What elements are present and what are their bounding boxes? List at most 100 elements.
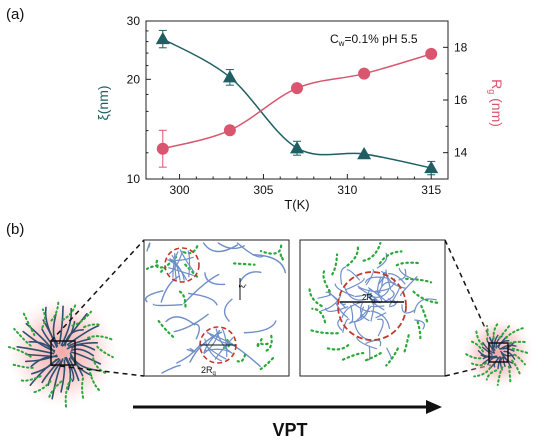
dangling-chain bbox=[259, 338, 273, 346]
network-chain bbox=[193, 323, 201, 340]
y-axis-right-label: Rg (nm) bbox=[487, 79, 505, 127]
network-chain bbox=[335, 302, 349, 318]
network-chain bbox=[327, 290, 346, 306]
coil-chain bbox=[166, 256, 194, 262]
x-tick-label: 310 bbox=[337, 183, 357, 197]
network-chain bbox=[217, 242, 245, 250]
vpt-label: VPT bbox=[272, 420, 307, 440]
polymer-chain bbox=[502, 347, 515, 352]
network-chain bbox=[370, 305, 385, 308]
zoom-box-collapsed: 2Rg bbox=[299, 239, 446, 377]
network-chain bbox=[359, 302, 370, 322]
network-chain bbox=[236, 242, 264, 258]
vpt-transition-arrow: VPT bbox=[133, 400, 442, 440]
y-left-tick-label: 10 bbox=[127, 172, 141, 186]
dangling-chain bbox=[498, 324, 511, 339]
y-right-tick-label: 14 bbox=[454, 146, 468, 160]
coil-chain bbox=[215, 328, 232, 353]
network-chain bbox=[367, 287, 388, 303]
coil-chain bbox=[179, 249, 195, 273]
dangling-chain bbox=[402, 334, 410, 355]
network-chain bbox=[165, 316, 196, 326]
data-point-rg bbox=[223, 124, 236, 137]
panel-a-label: (a) bbox=[6, 6, 24, 23]
network-chain bbox=[357, 285, 381, 294]
dangling-chain bbox=[81, 377, 85, 401]
rg-circle bbox=[337, 271, 407, 341]
polymer-chain bbox=[52, 313, 59, 345]
zoom-box-swollen-network bbox=[144, 242, 287, 374]
dangling-chain bbox=[47, 380, 63, 401]
network-chain bbox=[341, 301, 362, 319]
data-point-rg bbox=[156, 142, 169, 155]
polymer-chain bbox=[22, 330, 56, 352]
polymer-chain bbox=[60, 359, 66, 393]
network-chain bbox=[160, 275, 180, 303]
dangling-chain bbox=[61, 302, 77, 321]
dangling-chain bbox=[362, 241, 382, 262]
dangling-chain bbox=[19, 375, 42, 382]
data-point-xi bbox=[424, 160, 439, 174]
polymer-chain bbox=[497, 356, 502, 370]
dangling-chain bbox=[259, 244, 283, 255]
network-chain bbox=[325, 306, 349, 313]
dangling-chain bbox=[475, 329, 484, 346]
dangling-chain bbox=[473, 366, 492, 378]
network-chain bbox=[176, 344, 201, 364]
coil-chain bbox=[203, 330, 220, 354]
polymer-chain bbox=[68, 357, 80, 382]
coil-chain bbox=[204, 338, 222, 362]
network-chain bbox=[401, 304, 416, 314]
collapsed-microgel bbox=[462, 317, 534, 389]
dangling-chain bbox=[87, 335, 113, 341]
dangling-chain bbox=[176, 289, 187, 308]
network-chain bbox=[358, 287, 378, 301]
dangling-chain bbox=[496, 366, 504, 386]
dangling-chain bbox=[157, 319, 177, 341]
xi-mark: ξ bbox=[238, 284, 247, 288]
x-axis-label: T(K) bbox=[284, 197, 309, 212]
data-point-rg bbox=[425, 47, 438, 60]
dangling-chain bbox=[405, 277, 433, 284]
chart-annotation: Cw=0.1% pH 5.5 bbox=[330, 32, 418, 48]
polymer-chain bbox=[41, 328, 55, 348]
network-chain bbox=[348, 304, 354, 324]
data-point-rg bbox=[358, 67, 371, 80]
series-line-rg bbox=[162, 53, 432, 150]
dangling-chain bbox=[236, 353, 247, 363]
dangling-chain bbox=[13, 327, 32, 347]
polymer-chain bbox=[66, 324, 100, 346]
collapsed-zoom-box bbox=[488, 342, 509, 363]
network-chain bbox=[152, 303, 183, 307]
dangling-chain bbox=[83, 323, 103, 329]
network-chain bbox=[346, 269, 360, 281]
dangling-chain bbox=[322, 270, 331, 293]
network-chain bbox=[204, 272, 226, 286]
network-chain bbox=[377, 276, 383, 298]
network-chain bbox=[340, 266, 347, 285]
dangling-chain bbox=[279, 253, 284, 261]
network-chain bbox=[202, 242, 239, 253]
network-chain bbox=[317, 293, 332, 299]
zoom-box-collapsed-frame bbox=[299, 239, 446, 377]
network-chain bbox=[356, 336, 377, 350]
dangling-chain bbox=[395, 261, 422, 267]
network-chain bbox=[342, 318, 350, 333]
x-tick-label: 300 bbox=[170, 183, 190, 197]
network-chain bbox=[365, 269, 375, 286]
network-chain bbox=[337, 318, 343, 331]
polymer-chain bbox=[24, 354, 58, 363]
y-right-tick-label: 18 bbox=[454, 40, 468, 54]
dangling-chain bbox=[11, 363, 34, 369]
dangling-chain bbox=[363, 352, 382, 362]
polymer-chain bbox=[66, 342, 99, 350]
diagram-b: 2Rg ξ 2Rg VPT bbox=[5, 239, 534, 440]
dangling-chain bbox=[341, 352, 365, 361]
dangling-chain bbox=[511, 359, 522, 377]
coil-chain bbox=[168, 267, 194, 276]
rg-circle bbox=[164, 247, 200, 283]
polymer-chain bbox=[503, 350, 516, 360]
swollen-microgel-chains bbox=[5, 301, 114, 408]
polymer-chain bbox=[41, 359, 61, 384]
